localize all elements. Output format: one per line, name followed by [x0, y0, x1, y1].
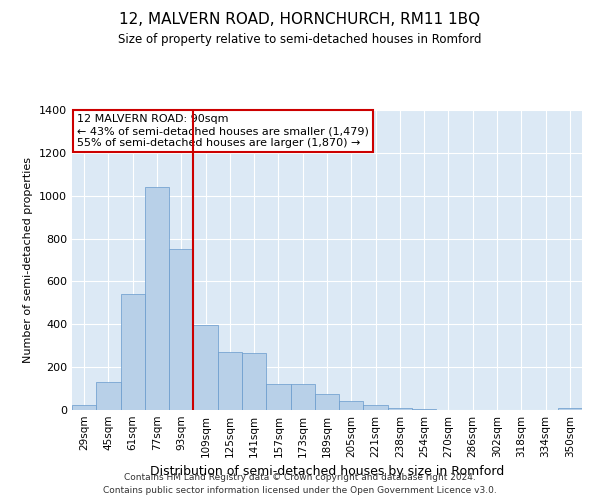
Bar [558, 408, 582, 410]
X-axis label: Distribution of semi-detached houses by size in Romford: Distribution of semi-detached houses by … [150, 466, 504, 478]
Bar [388, 408, 412, 410]
Bar [242, 353, 266, 410]
Text: 12 MALVERN ROAD: 90sqm
← 43% of semi-detached houses are smaller (1,479)
55% of : 12 MALVERN ROAD: 90sqm ← 43% of semi-det… [77, 114, 369, 148]
Bar [96, 382, 121, 410]
Bar [145, 187, 169, 410]
Text: Size of property relative to semi-detached houses in Romford: Size of property relative to semi-detach… [118, 32, 482, 46]
Bar [218, 352, 242, 410]
Bar [266, 384, 290, 410]
Y-axis label: Number of semi-detached properties: Number of semi-detached properties [23, 157, 34, 363]
Text: Contains HM Land Registry data © Crown copyright and database right 2024.: Contains HM Land Registry data © Crown c… [124, 474, 476, 482]
Bar [169, 250, 193, 410]
Bar [339, 402, 364, 410]
Bar [315, 394, 339, 410]
Bar [121, 294, 145, 410]
Text: Contains public sector information licensed under the Open Government Licence v3: Contains public sector information licen… [103, 486, 497, 495]
Bar [72, 406, 96, 410]
Bar [364, 404, 388, 410]
Bar [290, 384, 315, 410]
Bar [193, 326, 218, 410]
Text: 12, MALVERN ROAD, HORNCHURCH, RM11 1BQ: 12, MALVERN ROAD, HORNCHURCH, RM11 1BQ [119, 12, 481, 28]
